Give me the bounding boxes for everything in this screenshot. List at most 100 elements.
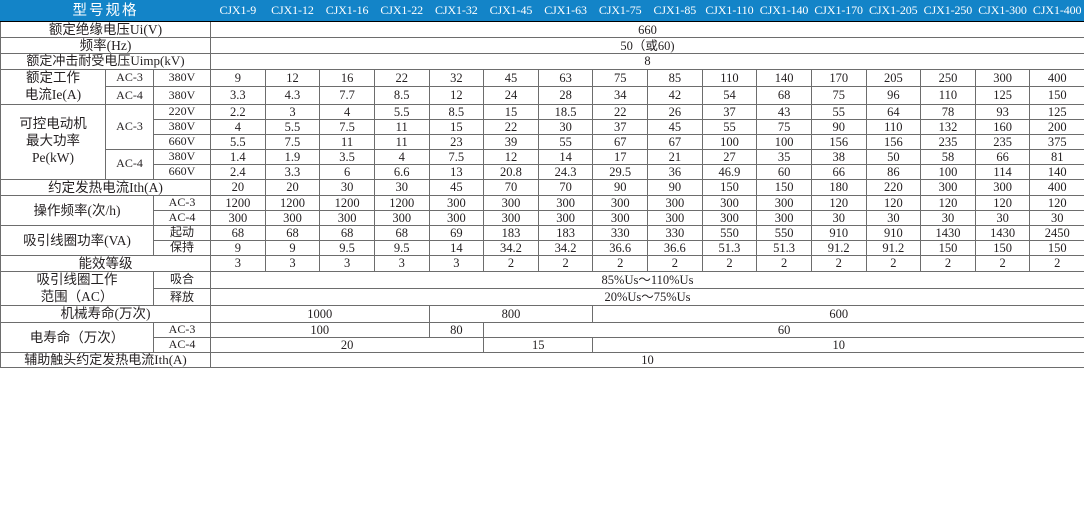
label-rated-current: 额定工作 电流Ie(A) bbox=[0, 68, 106, 105]
cell-opfreq-ac4-15: 30 bbox=[1029, 209, 1084, 226]
cell-motor-ac4-380v-12: 50 bbox=[865, 148, 922, 165]
cell-efficiency-15: 2 bbox=[1029, 254, 1084, 272]
cell-rated-current-ac3-3: 22 bbox=[373, 68, 430, 88]
voltage-motor-power-ac3-0: 220V bbox=[153, 103, 211, 120]
cell-thermal-7: 90 bbox=[592, 178, 648, 196]
cell-coil-start-10: 550 bbox=[756, 224, 812, 241]
cell-coil-start-0: 68 bbox=[210, 224, 266, 241]
cell-mechanical-life-1: 800 bbox=[428, 305, 594, 323]
cell-motor-ac3-380v-7: 37 bbox=[592, 118, 648, 135]
label-coil-power: 吸引线圈功率(VA) bbox=[0, 224, 154, 256]
duty-motor-power-ac3: AC-3 bbox=[105, 103, 154, 150]
row-operating-frequency-ac4: AC-4 300 300 300 300 300 300 300 300 300… bbox=[1, 209, 1084, 226]
cell-rated-current-ac4-10: 68 bbox=[756, 86, 812, 105]
cell-coil-start-6: 183 bbox=[537, 224, 594, 241]
cell-motor-ac3-660v-14: 235 bbox=[974, 133, 1031, 150]
cell-coil-start-11: 910 bbox=[810, 224, 867, 241]
cell-motor-ac4-660v-12: 86 bbox=[865, 163, 922, 180]
voltage-rated-current-ac3: 380V bbox=[153, 68, 211, 88]
cell-motor-ac3-380v-13: 132 bbox=[920, 118, 976, 135]
cell-rated-current-ac3-1: 12 bbox=[264, 68, 321, 88]
cell-motor-ac3-220v-0: 2.2 bbox=[210, 103, 266, 120]
cell-motor-ac3-220v-15: 125 bbox=[1029, 103, 1084, 120]
cell-coil-hold-8: 36.6 bbox=[647, 239, 703, 256]
cell-motor-ac4-380v-10: 35 bbox=[756, 148, 812, 165]
label-coil-range-line1: 吸引线圈工作 bbox=[36, 271, 118, 287]
cell-efficiency-2: 3 bbox=[319, 254, 375, 272]
row-motor-power-ac3-380v: 380V 4 5.5 7.5 11 15 22 30 37 45 55 75 9… bbox=[1, 118, 1084, 135]
cell-motor-ac3-220v-11: 55 bbox=[810, 103, 867, 120]
cell-motor-ac4-660v-11: 66 bbox=[810, 163, 867, 180]
specification-table: 型号规格 CJX1-9 CJX1-12 CJX1-16 CJX1-22 CJX1… bbox=[0, 0, 1084, 369]
cell-electrical-ac4-1: 15 bbox=[483, 336, 594, 353]
cell-opfreq-ac3-0: 1200 bbox=[210, 194, 266, 211]
cell-rated-current-ac4-7: 34 bbox=[592, 86, 648, 105]
cell-motor-ac4-380v-13: 58 bbox=[920, 148, 976, 165]
cell-opfreq-ac3-13: 120 bbox=[920, 194, 976, 211]
row-electrical-life-ac4: AC-4 20 15 10 bbox=[1, 336, 1084, 353]
cell-coil-start-4: 69 bbox=[428, 224, 485, 241]
cell-motor-ac3-220v-6: 18.5 bbox=[537, 103, 594, 120]
cell-motor-ac3-660v-3: 11 bbox=[373, 133, 430, 150]
cell-coil-start-9: 550 bbox=[701, 224, 758, 241]
cell-rated-current-ac3-10: 140 bbox=[756, 68, 812, 88]
model-header-10: CJX1-140 bbox=[756, 0, 812, 22]
cell-coil-start-5: 183 bbox=[483, 224, 539, 241]
cell-motor-ac4-380v-6: 14 bbox=[537, 148, 594, 165]
cell-motor-ac3-660v-0: 5.5 bbox=[210, 133, 266, 150]
cell-thermal-12: 220 bbox=[865, 178, 922, 196]
cell-motor-ac3-380v-9: 55 bbox=[701, 118, 758, 135]
cell-coil-hold-12: 91.2 bbox=[865, 239, 922, 256]
voltage-motor-power-ac3-2: 660V bbox=[153, 133, 211, 150]
duty-electrical-life-ac3: AC-3 bbox=[153, 321, 211, 338]
cell-rated-current-ac3-7: 75 bbox=[592, 68, 648, 88]
cell-rated-current-ac4-2: 7.7 bbox=[319, 86, 375, 105]
cell-efficiency-9: 2 bbox=[701, 254, 758, 272]
cell-efficiency-1: 3 bbox=[264, 254, 321, 272]
row-motor-power-ac3-220v: 可控电动机 最大功率 Pe(kW) AC-3 220V 2.2 3 4 5.5 … bbox=[0, 103, 1084, 180]
cell-motor-ac4-660v-3: 6.6 bbox=[373, 163, 430, 180]
model-header-14: CJX1-300 bbox=[974, 0, 1031, 22]
cell-thermal-6: 70 bbox=[537, 178, 594, 196]
cell-motor-ac3-660v-9: 100 bbox=[701, 133, 758, 150]
coil-range-pickup-name: 吸合 bbox=[153, 270, 211, 290]
cell-electrical-ac3-0: 100 bbox=[210, 321, 430, 338]
cell-opfreq-ac3-14: 120 bbox=[974, 194, 1031, 211]
cell-motor-ac3-660v-8: 67 bbox=[647, 133, 703, 150]
row-motor-power-ac4-660v: 660V 2.4 3.3 6 6.6 13 20.8 24.3 29.5 36 … bbox=[1, 163, 1084, 180]
model-header-13: CJX1-250 bbox=[920, 0, 976, 22]
cell-motor-ac4-380v-5: 12 bbox=[483, 148, 539, 165]
row-impulse-voltage: 额定冲击耐受电压Uimp(kV) 8 bbox=[0, 53, 1084, 70]
cell-opfreq-ac3-12: 120 bbox=[865, 194, 922, 211]
cell-rated-current-ac3-0: 9 bbox=[210, 68, 266, 88]
coil-range-pickup-value: 85%Us～110%Us bbox=[210, 270, 1084, 290]
cell-opfreq-ac3-8: 300 bbox=[647, 194, 703, 211]
model-header-3: CJX1-22 bbox=[373, 0, 430, 22]
label-mechanical-life: 机械寿命(万次) bbox=[0, 305, 211, 323]
cell-rated-current-ac4-13: 110 bbox=[920, 86, 976, 105]
cell-electrical-ac3-2: 60 bbox=[483, 321, 1084, 338]
cell-opfreq-ac4-1: 300 bbox=[264, 209, 321, 226]
row-coil-range-release: 释放 20%Us～75%Us bbox=[1, 288, 1084, 307]
cell-motor-ac4-380v-11: 38 bbox=[810, 148, 867, 165]
model-header-0: CJX1-9 bbox=[210, 0, 266, 22]
cell-motor-ac3-380v-12: 110 bbox=[865, 118, 922, 135]
row-motor-power-ac3-660v: 660V 5.5 7.5 11 11 23 39 55 67 67 100 10… bbox=[1, 133, 1084, 150]
cell-motor-ac3-660v-5: 39 bbox=[483, 133, 539, 150]
label-operating-frequency: 操作频率(次/h) bbox=[0, 194, 154, 226]
table-header-row: 型号规格 CJX1-9 CJX1-12 CJX1-16 CJX1-22 CJX1… bbox=[0, 0, 1084, 22]
cell-motor-ac4-660v-9: 46.9 bbox=[701, 163, 758, 180]
model-header-12: CJX1-205 bbox=[865, 0, 922, 22]
label-motor-power-line1: 可控电动机 bbox=[19, 116, 87, 132]
cell-coil-hold-6: 34.2 bbox=[537, 239, 594, 256]
row-coil-power-hold: 保持 9 9 9.5 9.5 14 34.2 34.2 36.6 36.6 51… bbox=[1, 239, 1084, 256]
cell-motor-ac4-660v-7: 29.5 bbox=[592, 163, 648, 180]
label-coil-range-line2: 范围（AC） bbox=[40, 288, 114, 304]
cell-coil-start-2: 68 bbox=[319, 224, 375, 241]
cell-motor-ac3-220v-2: 4 bbox=[319, 103, 375, 120]
coil-range-release-name: 释放 bbox=[153, 288, 211, 307]
coil-power-start-name: 起动 bbox=[153, 224, 211, 241]
cell-coil-hold-1: 9 bbox=[264, 239, 321, 256]
cell-motor-ac4-380v-2: 3.5 bbox=[319, 148, 375, 165]
cell-efficiency-12: 2 bbox=[865, 254, 922, 272]
